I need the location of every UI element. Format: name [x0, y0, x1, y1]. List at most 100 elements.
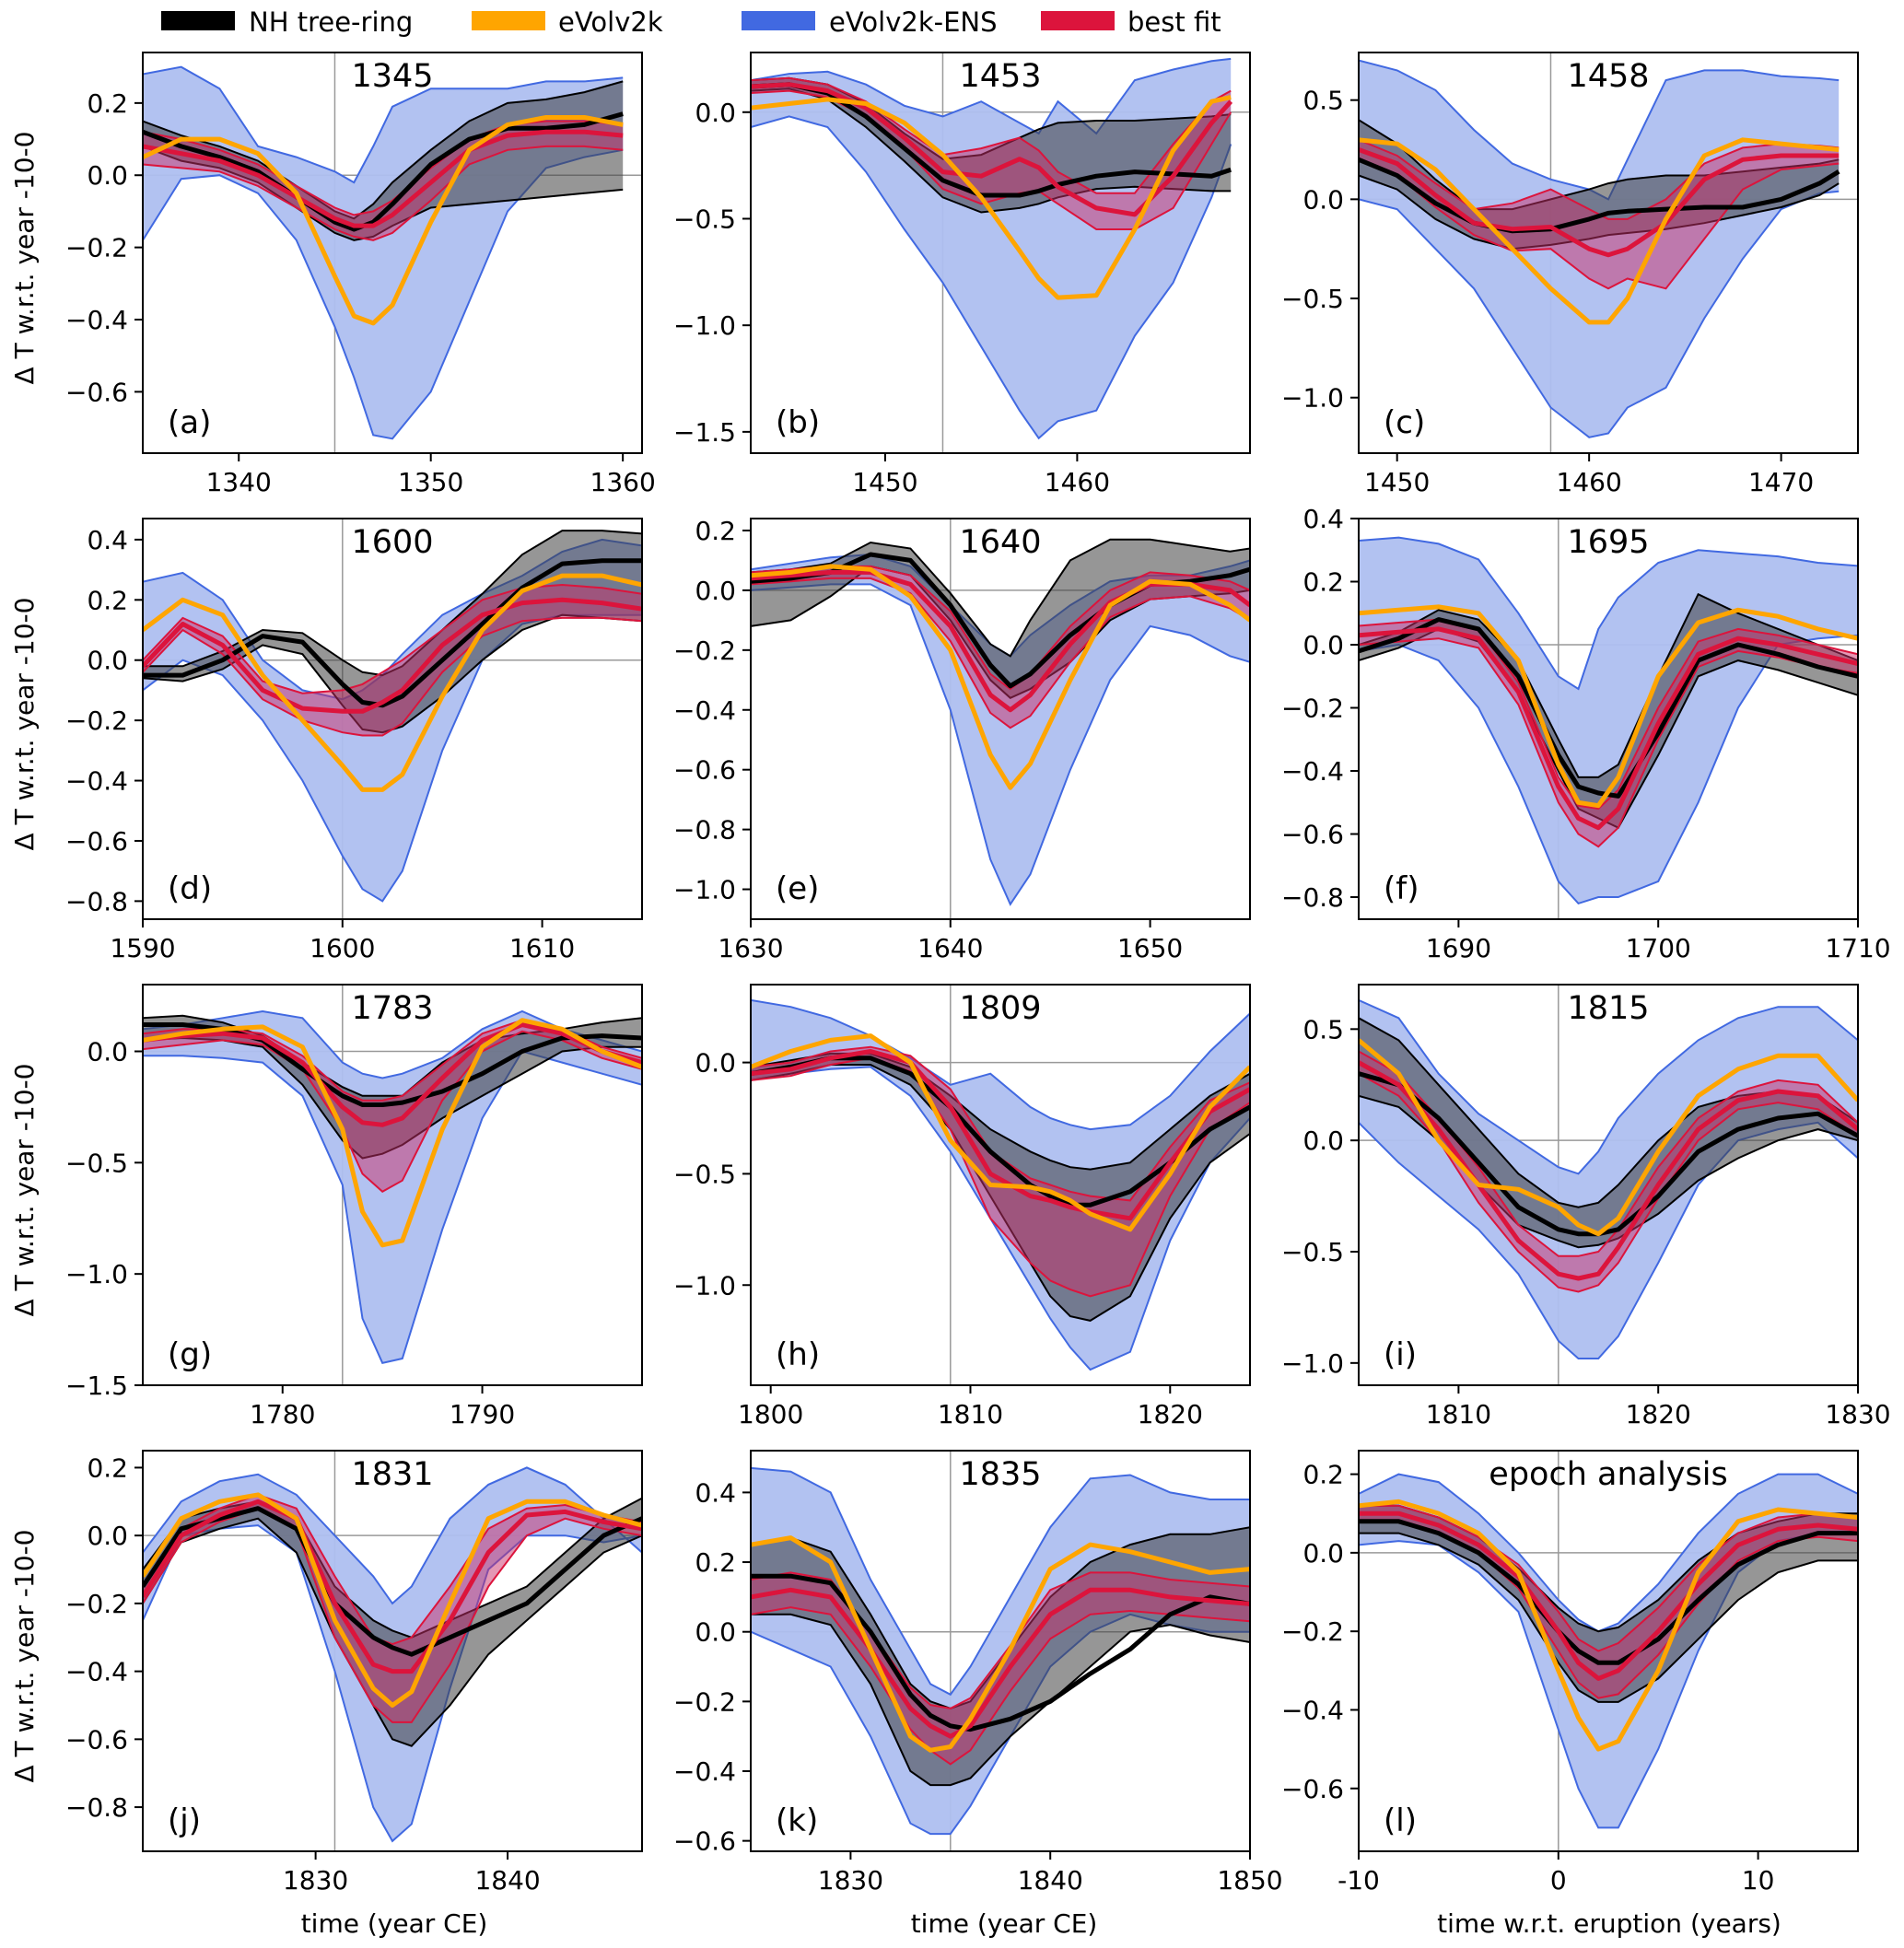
fit-lower-edge: [751, 577, 1250, 729]
axes-frame: [142, 52, 643, 454]
x-tick-label: 1780: [250, 1399, 315, 1429]
y-tick-label: 0.2: [87, 585, 128, 615]
legend-label-nh-tree-ring: NH tree-ring: [249, 6, 413, 38]
panel-letter: (e): [776, 870, 819, 907]
panel-i-plot-area: [1359, 985, 1858, 1385]
evolv2k-line: [143, 1492, 642, 1708]
panel-letter: (i): [1384, 1336, 1417, 1373]
panel-f-plot-area: [1359, 519, 1858, 919]
panels: 1340 1350 1360 −0.6 −0.4 −0.2 0.0 0.2 1345 (a) 145…: [65, 52, 1891, 1896]
y-tick-label: 0.5: [1302, 86, 1344, 116]
ens-upper-edge: [751, 998, 1250, 1131]
fit-upper-edge: [751, 1045, 1250, 1202]
y-tick-label: −0.2: [1281, 694, 1344, 724]
x-tick-label: 1650: [1117, 933, 1183, 963]
tree-band: [143, 531, 642, 733]
evolv2k-line: [751, 1033, 1250, 1232]
tree-ring-line: [143, 111, 624, 232]
x-tick-label: 1340: [206, 467, 272, 497]
y-tick-label: −0.5: [1281, 1237, 1344, 1267]
evolv2k-line: [143, 115, 624, 326]
panel-letter: (a): [168, 404, 211, 441]
fit-lower-edge: [1359, 158, 1840, 290]
x-tick-label: 1810: [1426, 1399, 1491, 1429]
y-tick-label: −0.4: [65, 305, 128, 335]
x-tick-label: 1350: [398, 467, 463, 497]
x-tick-label: 1850: [1217, 1865, 1282, 1896]
y-tick-label: 0.0: [87, 1037, 128, 1067]
y-tick-label: −0.8: [1281, 882, 1344, 913]
x-tick-label: 1460: [1045, 467, 1110, 497]
ens-lower-edge: [751, 1066, 1250, 1371]
axes-frame: [1358, 1450, 1859, 1852]
x-tick-label: 1840: [474, 1865, 540, 1896]
tree-lower-edge: [143, 1517, 642, 1747]
legend-swatch-evolv2k-ens: [742, 11, 815, 30]
legend-item-nh-tree-ring: NH tree-ring: [161, 6, 413, 38]
tree-ring-line: [143, 558, 642, 708]
panel-d-plot-area: [143, 519, 642, 919]
x-tick-label: 1700: [1626, 933, 1691, 963]
best-fit-line: [751, 1587, 1250, 1739]
y-tick-label: −0.6: [673, 755, 736, 786]
x-tick-label: 1640: [917, 933, 983, 963]
ens-lower-edge: [143, 1524, 642, 1843]
ens-band: [751, 554, 1250, 904]
axes-frame: [1358, 518, 1859, 920]
x-tick-label: 1820: [1626, 1399, 1691, 1429]
y-tick-label: −0.5: [673, 204, 736, 234]
y-tick-label: −0.6: [1281, 1774, 1344, 1804]
panel-title: 1695: [1567, 524, 1649, 561]
y-tick-label: −1.0: [673, 1270, 736, 1301]
tree-upper-edge: [751, 538, 1250, 658]
x-tick-label: 1830: [1825, 1399, 1890, 1429]
panel-d: 1590 1600 1610 −0.8 −0.6 −0.4 −0.2 0.0 0.2 0.4 160…: [65, 518, 643, 963]
panel-g-plot-area: [143, 985, 642, 1385]
tree-ring-line: [1359, 617, 1858, 799]
x-tick-label: 1630: [718, 933, 783, 963]
y-tick-label: −0.2: [673, 636, 736, 666]
fit-band: [1359, 1051, 1858, 1292]
axes-frame: [1358, 52, 1859, 454]
y-tick-label: −1.0: [1281, 383, 1344, 414]
ens-upper-edge: [143, 1009, 642, 1079]
ens-band: [1359, 999, 1858, 1359]
panel-h-plot-area: [751, 985, 1250, 1385]
evolv2k-line: [143, 573, 642, 792]
y-tick-label: −0.8: [673, 815, 736, 846]
evolv2k-line: [1359, 604, 1858, 809]
fit-lower-edge: [751, 1606, 1250, 1766]
legend-item-evolv2k-ens: eVolv2k-ENS: [742, 6, 998, 38]
axes-frame: [750, 984, 1251, 1386]
ens-upper-edge: [1359, 536, 1858, 691]
y-tick-label: −1.0: [65, 1259, 128, 1289]
panel-title: 1453: [959, 58, 1041, 95]
panel-l-plot-area: [1359, 1451, 1858, 1851]
y-tick-label: 0.0: [1302, 1126, 1344, 1156]
best-fit-line: [1359, 1511, 1858, 1681]
panel-a-plot-area: [143, 52, 642, 453]
y-tick-label: 0.2: [695, 1547, 736, 1578]
tree-ring-line: [1359, 1519, 1858, 1665]
fit-lower-edge: [143, 145, 624, 241]
fit-lower-edge: [1359, 637, 1858, 848]
legend-swatch-nh-tree-ring: [161, 11, 235, 30]
axes-frame: [750, 52, 1251, 454]
evolv2k-line: [1359, 137, 1840, 325]
fit-lower-edge: [751, 1056, 1250, 1298]
panel-letter: (k): [776, 1802, 818, 1839]
x-tick-label: 1590: [110, 933, 175, 963]
best-fit-line: [143, 1499, 642, 1674]
ens-upper-edge: [143, 65, 624, 184]
evolv2k-line: [751, 95, 1232, 300]
legend-swatch-best-fit: [1041, 11, 1115, 30]
ens-upper-edge: [1359, 998, 1858, 1175]
best-fit-line: [751, 1049, 1250, 1221]
y-tick-label: 0.4: [1302, 504, 1344, 534]
panel-c-plot-area: [1359, 52, 1858, 453]
y-tick-label: −0.6: [65, 377, 128, 407]
x-tick-label: 1790: [450, 1399, 515, 1429]
fit-lower-edge: [1359, 1072, 1858, 1293]
y-tick-label: −0.2: [1281, 1616, 1344, 1647]
